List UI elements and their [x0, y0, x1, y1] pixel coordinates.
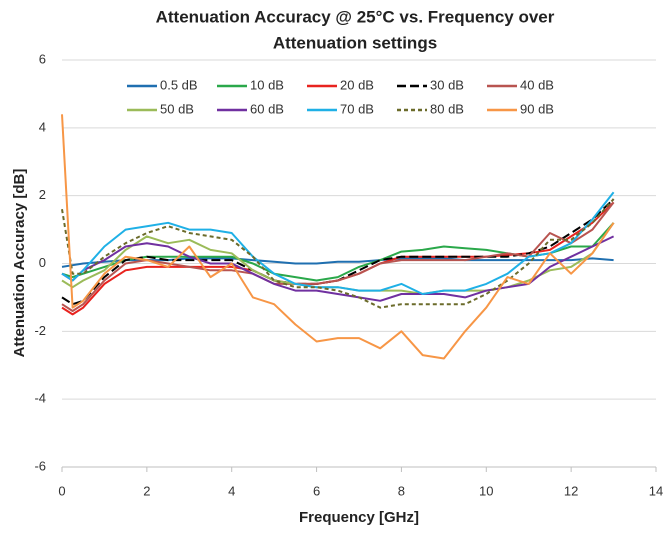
series-line	[61, 201, 615, 316]
chart-title: Attenuation settings	[273, 33, 437, 52]
x-tick-label: 12	[564, 483, 578, 498]
y-tick-label: -6	[34, 458, 46, 473]
legend-label: 0.5 dB	[160, 77, 198, 92]
legend-label: 40 dB	[520, 77, 554, 92]
x-tick-label: 4	[228, 483, 235, 498]
legend-label: 60 dB	[250, 101, 284, 116]
series-line	[61, 191, 615, 295]
x-tick-label: 0	[58, 483, 65, 498]
legend-label: 50 dB	[160, 101, 194, 116]
y-tick-label: -2	[34, 323, 46, 338]
x-tick-label: 14	[649, 483, 663, 498]
series-line	[61, 257, 614, 268]
series-line	[61, 198, 615, 306]
x-tick-label: 8	[398, 483, 405, 498]
y-axis-label: Attenuation Accuracy [dB]	[11, 169, 28, 358]
x-tick-label: 2	[143, 483, 150, 498]
series-line	[61, 201, 615, 312]
legend-label: 10 dB	[250, 77, 284, 92]
x-tick-label: 6	[313, 483, 320, 498]
legend-label: 90 dB	[520, 101, 554, 116]
x-tick-label: 10	[479, 483, 493, 498]
y-tick-label: -4	[34, 391, 46, 406]
x-axis-label: Frequency [GHz]	[299, 509, 419, 526]
legend-label: 30 dB	[430, 77, 464, 92]
series-line	[61, 198, 615, 309]
legend-label: 80 dB	[430, 101, 464, 116]
series-line	[61, 235, 615, 302]
y-tick-label: 0	[39, 255, 46, 270]
chart-title: Attenuation Accuracy @ 25°C vs. Frequenc…	[156, 7, 555, 26]
legend-label: 20 dB	[340, 77, 374, 92]
legend-label: 70 dB	[340, 101, 374, 116]
y-tick-label: 4	[39, 119, 46, 134]
y-tick-label: 6	[39, 51, 46, 66]
series-line	[61, 114, 615, 360]
y-tick-label: 2	[39, 187, 46, 202]
